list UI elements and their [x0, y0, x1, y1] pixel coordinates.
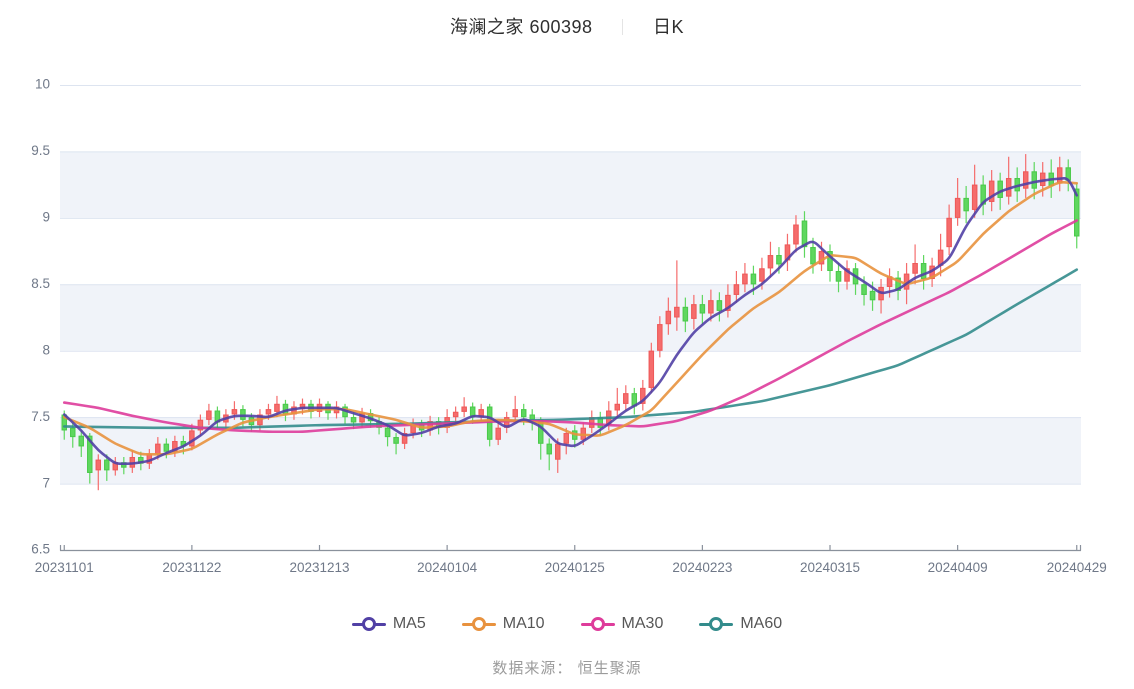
period-mode-label: 日K: [653, 17, 685, 37]
legend-label: MA60: [740, 615, 783, 632]
legend-marker-icon: [699, 617, 734, 631]
chart-legend: MA5 MA10 MA30 MA60: [0, 611, 1134, 637]
legend-item-ma5[interactable]: MA5: [351, 615, 426, 633]
kline-chart-canvas: [0, 44, 1134, 599]
legend-marker-icon: [351, 617, 386, 631]
legend-marker-icon: [461, 617, 496, 631]
legend-label: MA5: [392, 615, 426, 632]
legend-item-ma10[interactable]: MA10: [461, 615, 545, 633]
legend-item-ma60[interactable]: MA60: [699, 615, 782, 633]
legend-label: MA30: [621, 615, 664, 632]
legend-label: MA10: [502, 615, 545, 632]
data-source-note: 数据来源： 恒生聚源: [492, 660, 642, 677]
legend-marker-icon: [580, 617, 615, 631]
stock-name-code: 海澜之家 600398: [449, 17, 593, 37]
title-separator: ｜: [614, 20, 632, 37]
legend-item-ma30[interactable]: MA30: [580, 615, 664, 633]
chart-title: 海澜之家 600398 ｜ 日K: [0, 0, 1134, 44]
